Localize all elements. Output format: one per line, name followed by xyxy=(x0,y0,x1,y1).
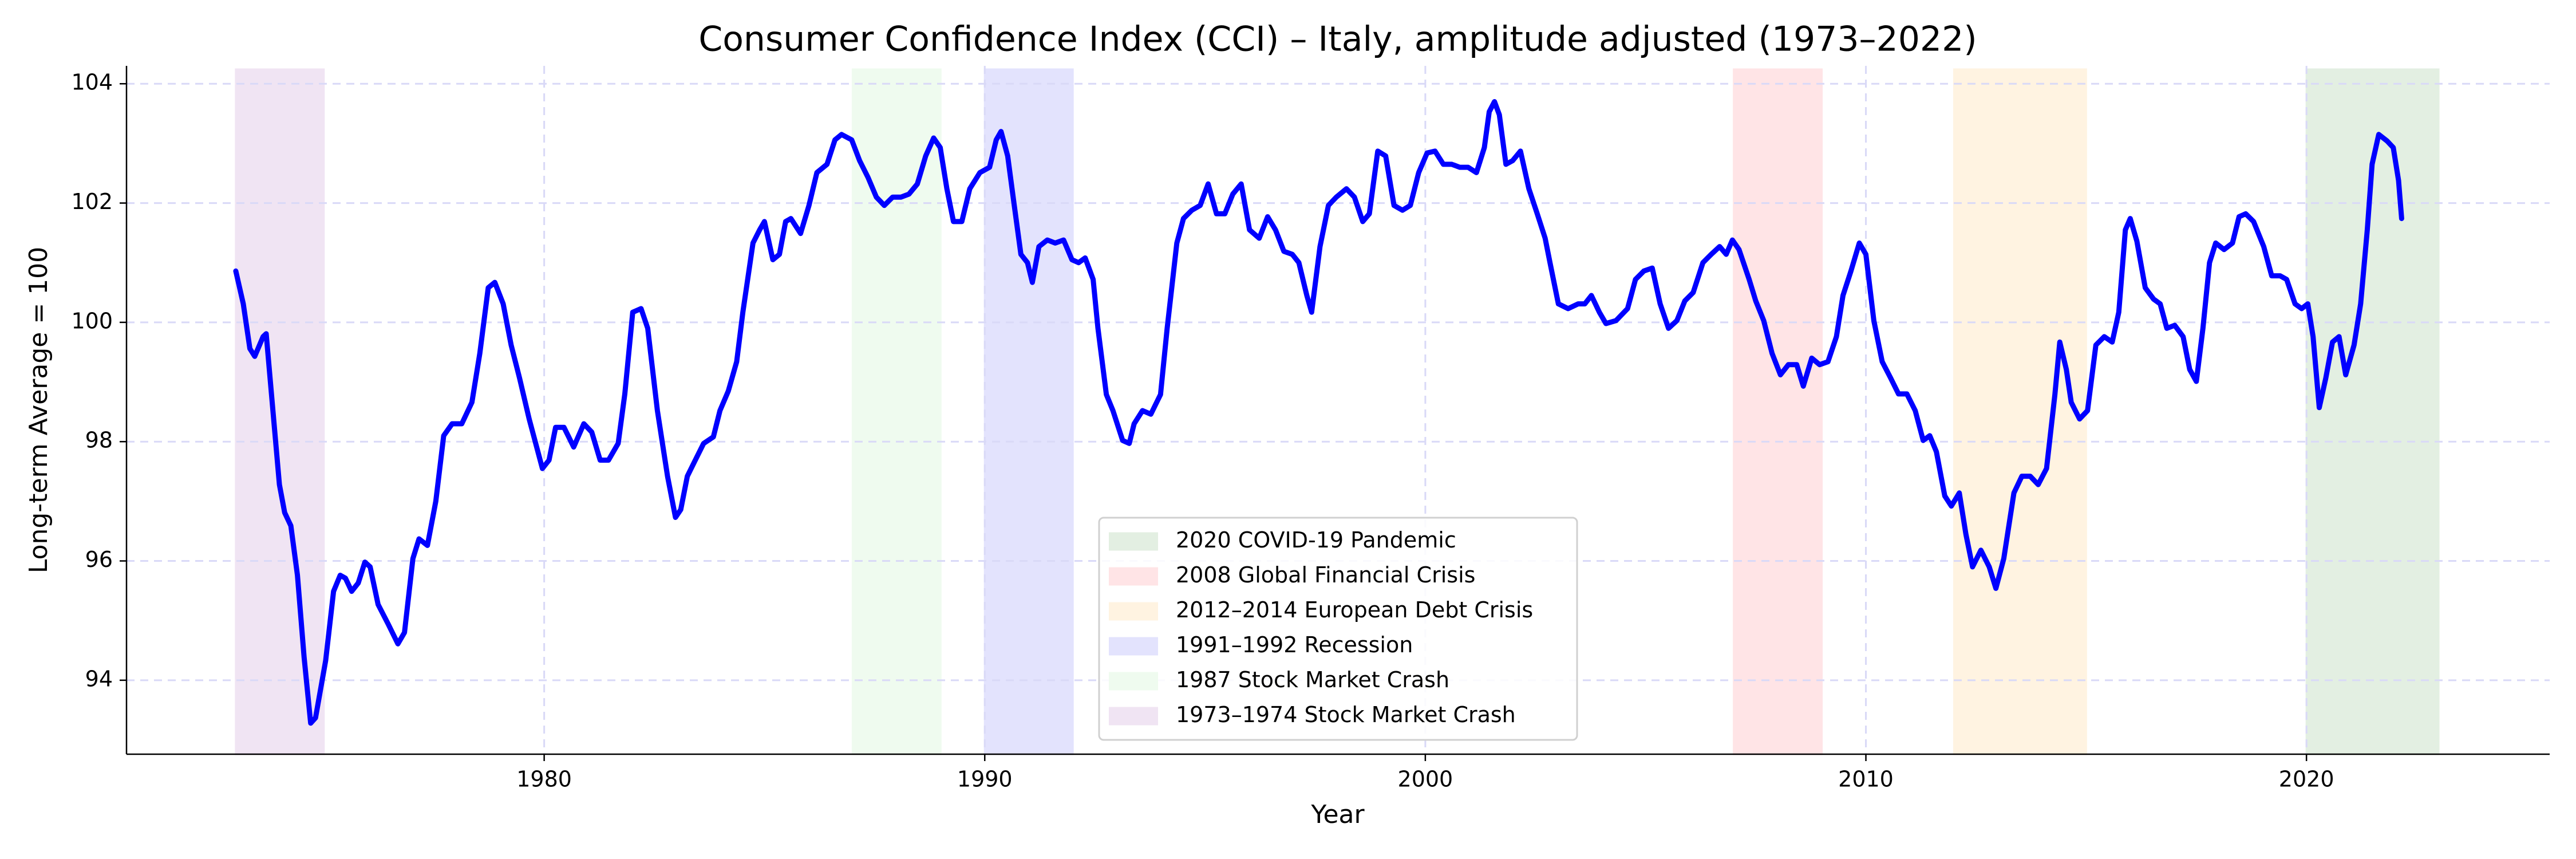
legend-label: 2020 COVID-19 Pandemic xyxy=(1176,527,1456,553)
x-tick-label: 1980 xyxy=(516,767,572,792)
y-tick-label: 94 xyxy=(85,666,113,691)
x-axis-label: Year xyxy=(1310,800,1365,829)
y-tick-label: 102 xyxy=(71,189,113,214)
y-tick-label: 96 xyxy=(85,547,113,572)
legend-swatch xyxy=(1109,672,1158,691)
shaded-period xyxy=(983,68,1074,755)
y-axis-label: Long-term Average = 100 xyxy=(24,247,53,573)
x-tick-label: 2000 xyxy=(1398,767,1453,792)
data-line xyxy=(233,99,2404,726)
legend-swatch xyxy=(1109,637,1158,656)
legend-box xyxy=(1098,517,1578,741)
legend-label: 1991–1992 Recession xyxy=(1176,632,1413,657)
y-tick-label: 100 xyxy=(71,308,113,333)
x-tick-label: 1990 xyxy=(957,767,1013,792)
legend-swatch xyxy=(1109,602,1158,621)
legend-label: 2012–2014 European Debt Crisis xyxy=(1176,597,1533,622)
legend-label: 1973–1974 Stock Market Crash xyxy=(1176,702,1516,727)
y-tick-label: 104 xyxy=(71,70,113,95)
legend-swatch xyxy=(1109,707,1158,726)
shaded-period xyxy=(1953,68,2087,755)
legend: 2020 COVID-19 Pandemic 2008 Global Financ… xyxy=(1098,517,1578,741)
legend-label: 1987 Stock Market Crash xyxy=(1176,667,1449,692)
legend-swatch xyxy=(1109,532,1158,551)
legend-label: 2008 Global Financial Crisis xyxy=(1176,562,1475,588)
shaded-period xyxy=(851,68,942,755)
chart-title: Consumer Confidence Index (CCI) – Italy,… xyxy=(698,19,1977,60)
shaded-period xyxy=(235,68,325,755)
y-tick-label: 98 xyxy=(85,428,113,453)
legend-swatch xyxy=(1109,567,1158,586)
x-tick-label: 2010 xyxy=(1838,767,1894,792)
x-tick-label: 2020 xyxy=(2279,767,2334,792)
shaded-period xyxy=(1733,68,1823,755)
